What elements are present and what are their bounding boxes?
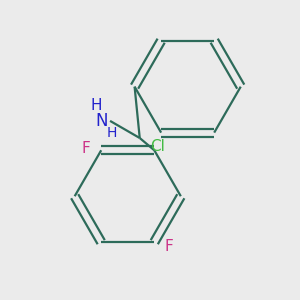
Text: F: F [164, 239, 173, 254]
Text: Cl: Cl [150, 139, 165, 154]
Text: N: N [95, 112, 108, 130]
Text: H: H [106, 126, 117, 140]
Text: H: H [91, 98, 102, 113]
Text: F: F [81, 141, 90, 156]
